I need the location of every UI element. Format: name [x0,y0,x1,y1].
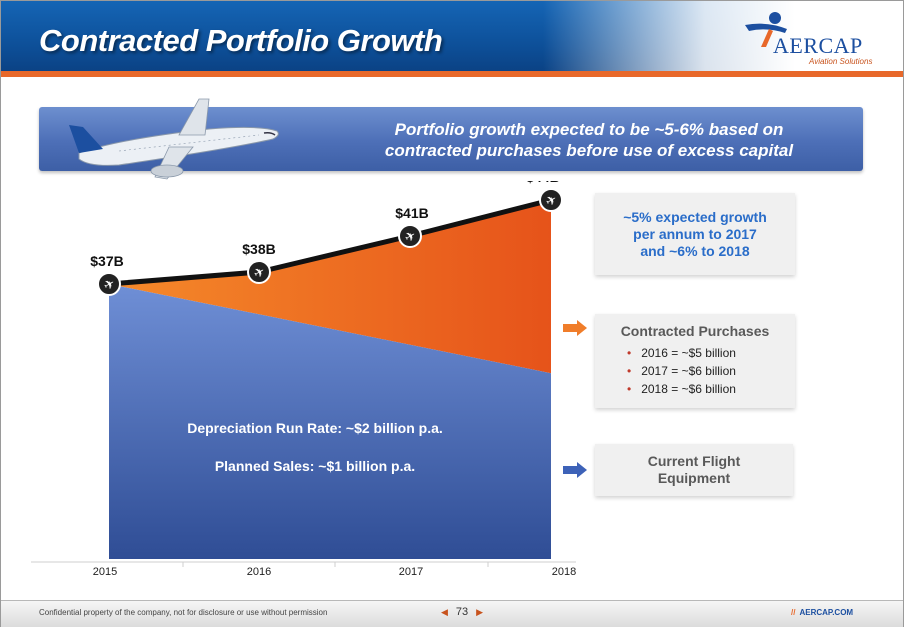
page-indicator: ◀ 73 ▶ [433,606,491,618]
header-fade [543,1,903,77]
logo-figure-icon [745,12,787,47]
portfolio-chart: ✈$37B✈$38B✈$41B✈$44B Depreciation Run Ra… [31,181,576,578]
x-tick-label: 2015 [93,566,117,578]
contracted-purchases-callout: Contracted Purchases • 2016 = ~$5 billion… [595,314,795,408]
data-point-marker [539,188,563,212]
equipment-line-2: Equipment [657,470,731,486]
purchases-list: • 2016 = ~$5 billion • 2017 = ~$6 billion … [627,344,736,398]
banner-line-1: Portfolio growth expected to be ~5-6% ba… [394,120,784,139]
x-tick-label: 2016 [247,566,271,578]
footer-divider [1,600,903,601]
list-item: • 2016 = ~$5 billion [627,346,736,360]
list-item: • 2017 = ~$6 billion [627,364,736,378]
next-page-icon[interactable]: ▶ [476,607,484,617]
logo-text: AERCAP [773,33,863,58]
data-point-marker [398,224,422,248]
banner-line-2: contracted purchases before use of exces… [384,141,794,160]
airplane-illustration [69,98,279,180]
total-value-label: $44B [526,181,559,185]
equipment-title: Current Flight Equipment [595,453,793,487]
growth-line-1: ~5% expected growth [623,209,767,225]
current-equipment-area [109,284,551,559]
purchases-arrow-icon [563,320,587,336]
total-value-label: $38B [242,241,275,257]
footer-url[interactable]: //AERCAP.COM [791,608,854,617]
equipment-arrow-icon [563,462,587,478]
confidential-notice: Confidential property of the company, no… [39,608,328,617]
data-point-marker [247,260,271,284]
x-tick-label: 2017 [399,566,423,578]
list-item: • 2018 = ~$6 billion [627,382,736,396]
purchases-title: Contracted Purchases [620,323,770,339]
banner-text: Portfolio growth expected to be ~5-6% ba… [339,119,839,161]
x-tick-label: 2018 [552,566,576,578]
prev-page-icon[interactable]: ◀ [441,607,448,617]
page-title: Contracted Portfolio Growth [39,23,443,58]
logo-subtitle: Aviation Solutions [809,57,873,66]
annotation-depreciation: Depreciation Run Rate: ~$2 billion p.a. [187,420,443,436]
footer: Confidential property of the company, no… [1,601,903,627]
data-point-marker [97,272,121,296]
annotation-sales: Planned Sales: ~$1 billion p.a. [215,458,415,474]
growth-callout: ~5% expected growth per annum to 2017 an… [595,193,795,275]
page-number: 73 [455,606,469,618]
growth-text: ~5% expected growth per annum to 2017 an… [595,209,795,260]
growth-line-3: and ~6% to 2018 [640,243,750,259]
aercap-logo: AERCAP Aviation Solutions [739,9,889,69]
purchases-area [109,200,551,374]
equipment-line-1: Current Flight [647,453,741,469]
growth-line-2: per annum to 2017 [633,226,757,242]
current-equipment-callout: Current Flight Equipment [595,444,793,496]
total-portfolio-line [108,197,552,287]
header-bar: Contracted Portfolio Growth AERCAP Aviat… [1,1,903,77]
header-stripe [1,71,903,77]
total-value-label: $37B [90,253,123,269]
total-value-label: $41B [395,205,428,221]
